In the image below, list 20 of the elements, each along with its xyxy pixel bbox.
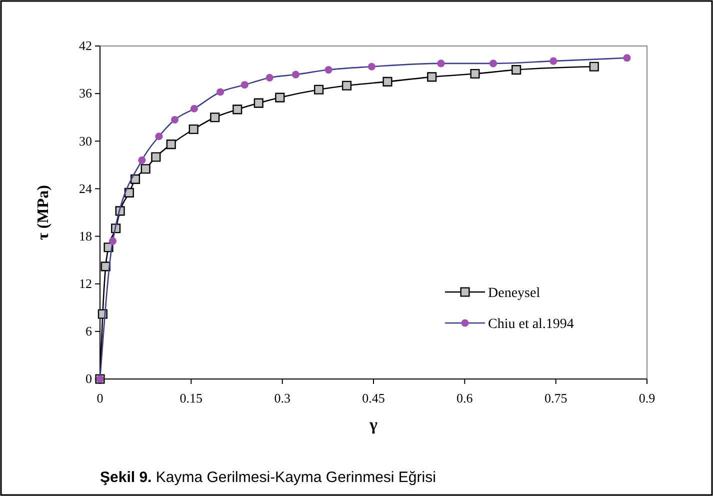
y-tick-label: 12 xyxy=(79,276,92,292)
x-axis-title: γ xyxy=(368,415,378,434)
y-tick-label: 18 xyxy=(79,228,92,244)
y-axis-title: τ (MPa) xyxy=(35,185,52,240)
x-tick-label: 0.6 xyxy=(456,390,474,406)
y-tick-label: 6 xyxy=(86,324,92,339)
y-tick-label: 24 xyxy=(79,180,92,196)
y-tick-label: 30 xyxy=(79,133,92,148)
legend-label: Deneysel xyxy=(488,286,540,301)
x-tick-label: 0.15 xyxy=(180,390,203,406)
x-tick-label: 0.3 xyxy=(274,390,290,406)
x-tick-label: 0.9 xyxy=(638,390,656,406)
x-tick-label: 0.45 xyxy=(362,390,385,406)
y-tick-label: 0 xyxy=(86,371,92,386)
legend-label: Chiu et al.1994 xyxy=(488,317,574,332)
y-tick-label: 42 xyxy=(79,38,92,54)
x-tick-label: 0.75 xyxy=(544,390,568,406)
y-tick-label: 36 xyxy=(79,86,92,101)
x-tick-label: 0 xyxy=(96,390,104,406)
text: Şekil 9. Kayma Gerilmesi-Kayma Gerinmesi Eğrisi xyxy=(100,469,436,486)
